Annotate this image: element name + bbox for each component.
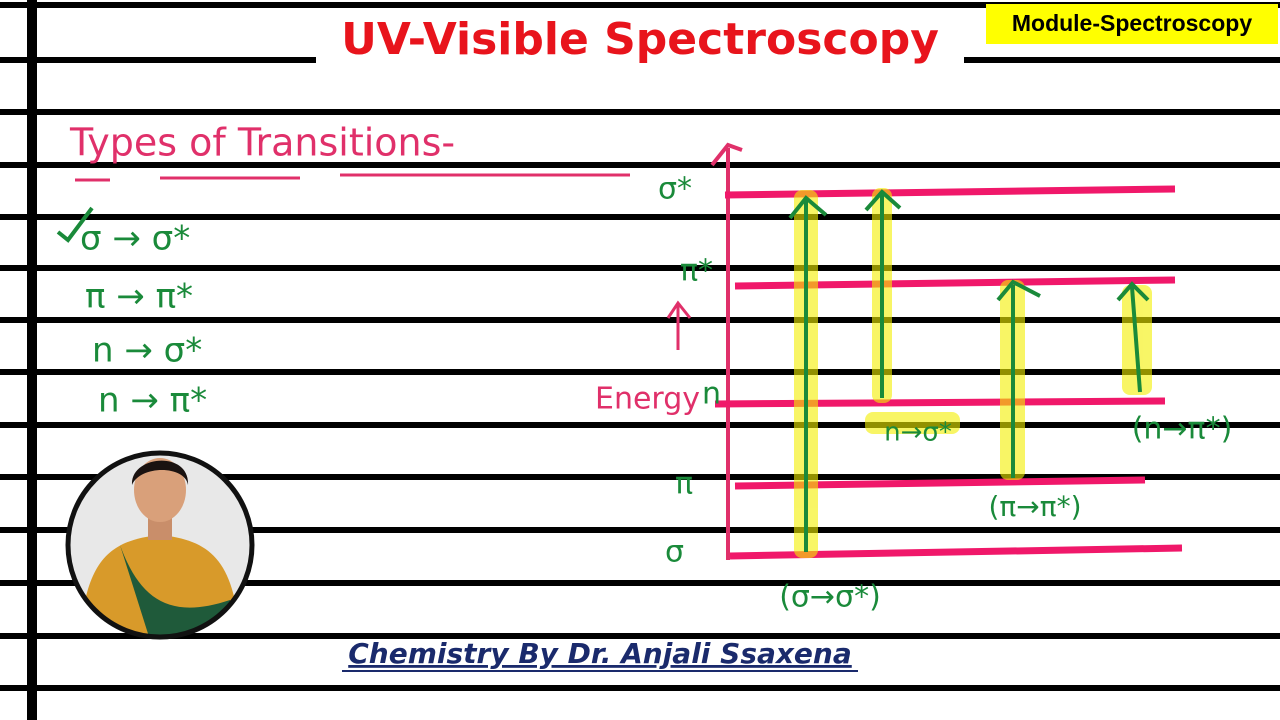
transition: n → π* <box>98 381 207 421</box>
transition: n → σ* <box>92 331 202 371</box>
title-bg <box>316 18 964 68</box>
energy-diagram: σ* π* n π σ Energy (σ→σ*) n→σ* (π→π*) (n… <box>595 142 1233 615</box>
level-label: n <box>702 377 721 412</box>
heading: Types of Transitions- <box>69 121 455 165</box>
energy-axis <box>710 142 743 560</box>
heading-underline <box>75 173 630 182</box>
energy-arrow <box>666 300 692 350</box>
arrow-label: n→σ* <box>884 418 952 448</box>
ruled-lines <box>0 2 1280 691</box>
presenter-portrait <box>65 450 255 640</box>
arrow-label: (σ→σ*) <box>779 580 881 615</box>
badge: Module-Spectroscopy <box>1012 10 1252 36</box>
level-label: π <box>675 467 693 502</box>
transition: σ → σ* <box>80 219 190 259</box>
transition: π → π* <box>85 277 193 317</box>
arrow-label: (n→π*) <box>1132 412 1233 447</box>
badge-bg <box>986 4 1278 44</box>
level-label: π* <box>680 254 713 289</box>
level-label: σ <box>665 535 684 570</box>
check-mark <box>56 206 94 243</box>
arrow-label: (π→π*) <box>988 490 1081 523</box>
footer-credit: Chemistry By Dr. Anjali Ssaxena <box>348 637 852 670</box>
title: UV-Visible Spectroscopy <box>341 14 939 65</box>
axis-label: Energy <box>595 382 700 417</box>
level-label: σ* <box>658 172 692 207</box>
transition-arrows <box>788 189 1150 552</box>
